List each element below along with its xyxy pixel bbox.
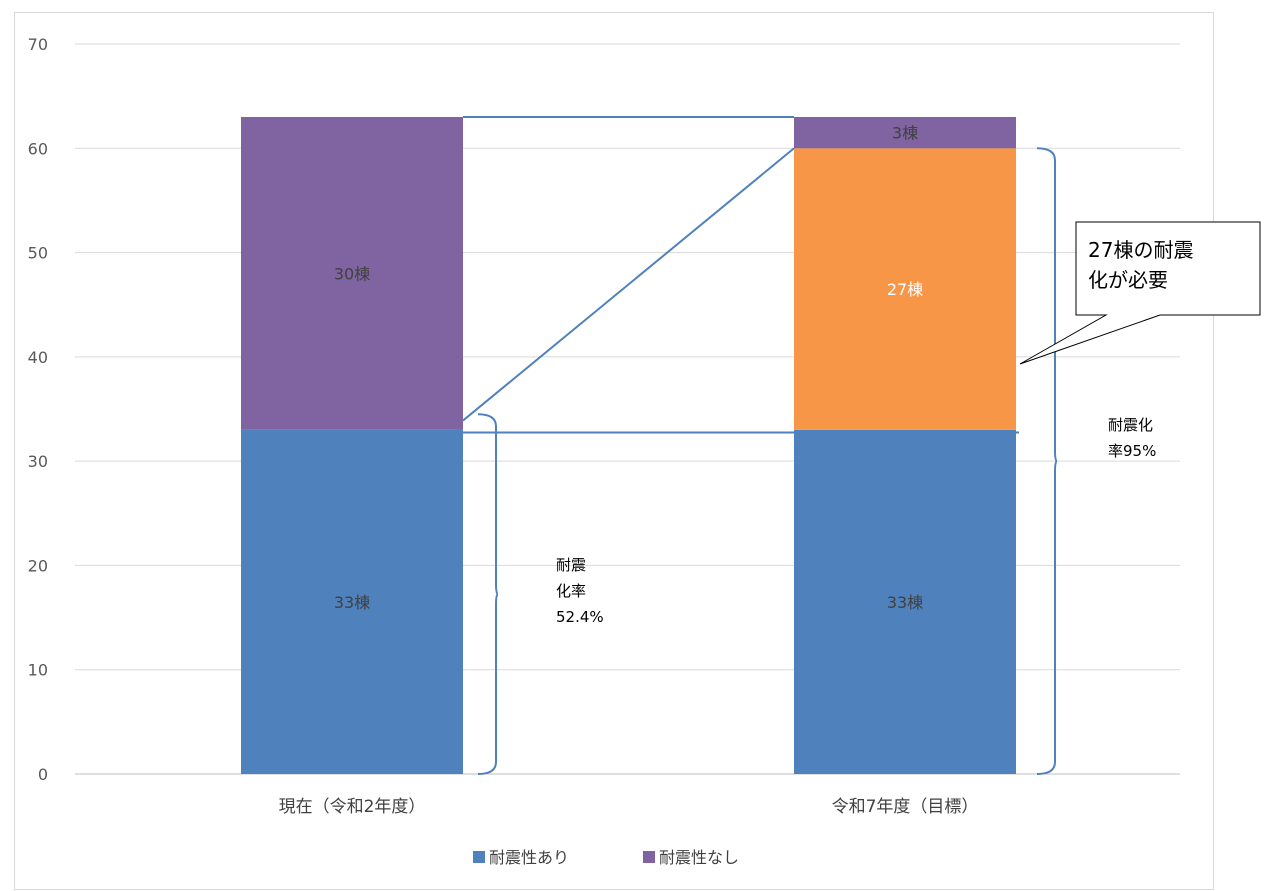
data-label: 33棟 (334, 593, 370, 612)
legend-swatch (473, 851, 485, 863)
y-tick-label: 20 (28, 556, 48, 575)
connector-line (462, 147, 795, 422)
bracket-right (1036, 147, 1058, 775)
data-label: 27棟 (887, 280, 923, 299)
category-label: 現在（令和2年度） (279, 797, 426, 817)
callout-text: 化が必要 (1088, 268, 1168, 292)
data-label: 33棟 (887, 593, 923, 612)
bracket-annotation-line: 耐震 (556, 556, 586, 574)
bracket-annotation-line: 52.4% (556, 608, 604, 626)
bar-segment (794, 148, 1016, 430)
y-tick-label: 70 (28, 35, 48, 54)
bar-segment (241, 117, 463, 430)
data-label: 3棟 (892, 124, 918, 143)
category-label: 令和7年度（目標） (832, 797, 979, 817)
legend-swatch (643, 851, 655, 863)
y-tick-label: 50 (28, 244, 48, 263)
bar-segment (794, 117, 1016, 149)
y-tick-label: 10 (28, 661, 48, 680)
bracket-annotation-line: 化率 (556, 582, 586, 600)
y-tick-label: 0 (38, 765, 48, 784)
bracket-left (477, 413, 499, 775)
y-tick-label: 60 (28, 139, 48, 158)
legend-label: 耐震性なし (659, 848, 739, 867)
y-tick-label: 40 (28, 348, 48, 367)
bar-segment (794, 429, 1016, 774)
bracket-annotation-line: 率95% (1108, 442, 1156, 460)
callout-box (1019, 221, 1261, 365)
data-label: 30棟 (334, 264, 370, 283)
callout-text: 27棟の耐震 (1088, 238, 1193, 262)
legend-label: 耐震性あり (489, 848, 569, 867)
bar-segment (241, 429, 463, 774)
y-tick-label: 30 (28, 452, 48, 471)
bracket-annotation-line: 耐震化 (1108, 416, 1153, 434)
